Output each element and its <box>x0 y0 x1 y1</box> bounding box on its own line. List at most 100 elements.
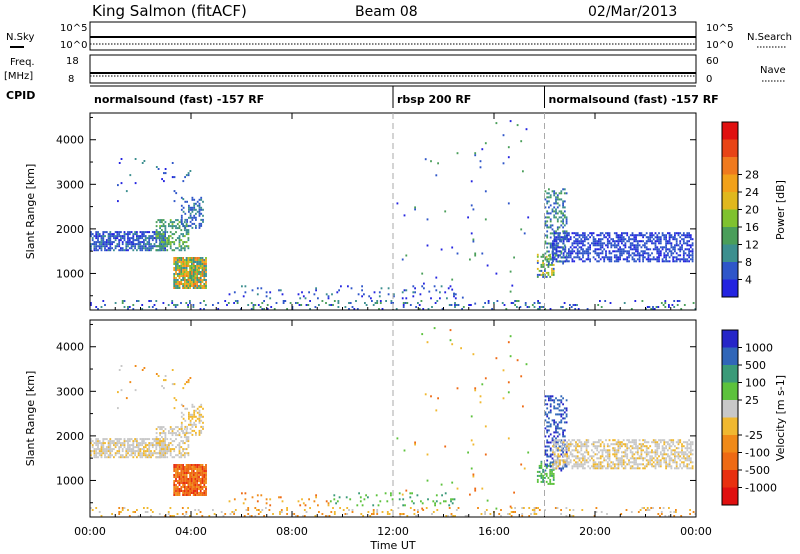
range-time-cell <box>589 246 591 249</box>
range-time-cell <box>615 258 618 261</box>
range-time-cell <box>162 233 165 236</box>
range-time-cell <box>187 229 190 232</box>
range-time-cell <box>689 236 692 239</box>
range-time-cell <box>548 399 550 402</box>
range-time-cell <box>161 247 163 250</box>
freq-unit: [MHz] <box>4 71 33 82</box>
range-time-cell <box>193 413 196 416</box>
range-time-cell <box>91 446 94 449</box>
range-time-cell <box>549 465 552 468</box>
range-time-cell <box>653 308 656 310</box>
range-time-cell <box>128 247 131 250</box>
range-time-cell <box>139 444 142 447</box>
range-time-cell <box>421 285 424 288</box>
range-time-cell <box>159 450 161 453</box>
range-time-cell <box>402 306 405 308</box>
range-time-cell <box>575 461 577 464</box>
range-time-cell <box>95 507 98 509</box>
range-time-cell <box>557 455 560 458</box>
range-time-cell <box>667 240 669 243</box>
range-time-cell <box>635 459 637 462</box>
range-time-cell <box>182 440 184 443</box>
range-time-cell <box>608 455 611 458</box>
range-time-cell <box>679 246 682 249</box>
range-time-cell <box>97 440 99 443</box>
range-time-cell <box>141 456 144 459</box>
range-time-cell <box>535 507 538 509</box>
range-time-cell <box>636 244 639 247</box>
range-time-cell <box>104 247 106 250</box>
range-time-cell <box>583 455 586 458</box>
range-time-cell <box>178 261 181 263</box>
range-time-cell <box>118 241 121 244</box>
range-time-cell <box>173 243 176 246</box>
range-time-cell <box>173 273 176 275</box>
range-time-cell <box>346 513 349 515</box>
range-time-cell <box>656 250 659 253</box>
range-time-cell <box>576 445 579 448</box>
range-time-cell <box>204 304 207 306</box>
range-time-cell <box>134 158 137 160</box>
range-time-cell <box>146 450 149 453</box>
range-time-cell <box>658 461 660 464</box>
range-time-cell <box>189 474 191 476</box>
range-time-cell <box>318 511 320 513</box>
range-time-cell <box>546 403 549 406</box>
range-time-cell <box>674 250 676 253</box>
range-time-cell <box>652 457 655 460</box>
range-time-cell <box>160 456 163 459</box>
range-time-cell <box>559 250 561 253</box>
range-time-cell <box>599 465 602 468</box>
range-time-cell <box>613 246 616 249</box>
range-time-cell <box>654 236 657 239</box>
range-time-cell <box>601 465 604 468</box>
range-time-cell <box>511 284 514 287</box>
colorbar-cell <box>722 262 738 280</box>
range-time-cell <box>553 399 556 402</box>
range-time-cell <box>191 425 194 428</box>
range-time-cell <box>540 263 543 266</box>
range-time-cell <box>193 206 196 209</box>
range-time-cell <box>566 260 568 263</box>
range-time-cell <box>187 283 190 285</box>
range-time-cell <box>547 271 550 274</box>
range-time-cell <box>670 453 673 456</box>
range-time-cell <box>242 502 245 505</box>
range-time-cell <box>606 256 609 259</box>
range-time-cell <box>546 224 549 227</box>
range-time-cell <box>564 449 567 452</box>
range-time-cell <box>577 308 580 310</box>
range-time-cell <box>361 504 364 507</box>
range-time-cell <box>668 236 671 239</box>
range-time-cell <box>538 269 541 272</box>
range-time-cell <box>143 446 145 449</box>
range-time-cell <box>168 442 170 445</box>
range-time-cell <box>164 172 167 175</box>
range-time-cell <box>260 287 263 290</box>
range-time-cell <box>546 230 549 233</box>
range-time-cell <box>173 456 176 459</box>
range-time-cell <box>120 444 122 447</box>
range-time-cell <box>386 511 389 513</box>
range-time-cell <box>568 455 570 458</box>
range-time-cell <box>670 234 673 237</box>
range-time-cell <box>553 258 556 261</box>
range-time-cell <box>127 239 129 242</box>
range-time-cell <box>556 228 559 231</box>
range-time-cell <box>608 449 611 452</box>
range-time-cell <box>125 241 128 244</box>
range-time-cell <box>549 236 552 239</box>
range-time-cell <box>558 234 561 237</box>
velocity-colorbar-tick-label: -25 <box>745 429 763 442</box>
range-time-cell <box>686 443 689 446</box>
range-time-cell <box>361 285 363 288</box>
range-time-cell <box>468 304 470 306</box>
range-time-cell <box>682 455 685 458</box>
range-time-cell <box>605 256 607 259</box>
range-time-cell <box>359 500 362 503</box>
range-time-cell <box>608 252 611 255</box>
range-time-cell <box>187 261 190 263</box>
power-colorbar-tick-label: 20 <box>745 204 759 217</box>
range-time-cell <box>578 236 581 239</box>
range-time-cell <box>195 423 197 426</box>
